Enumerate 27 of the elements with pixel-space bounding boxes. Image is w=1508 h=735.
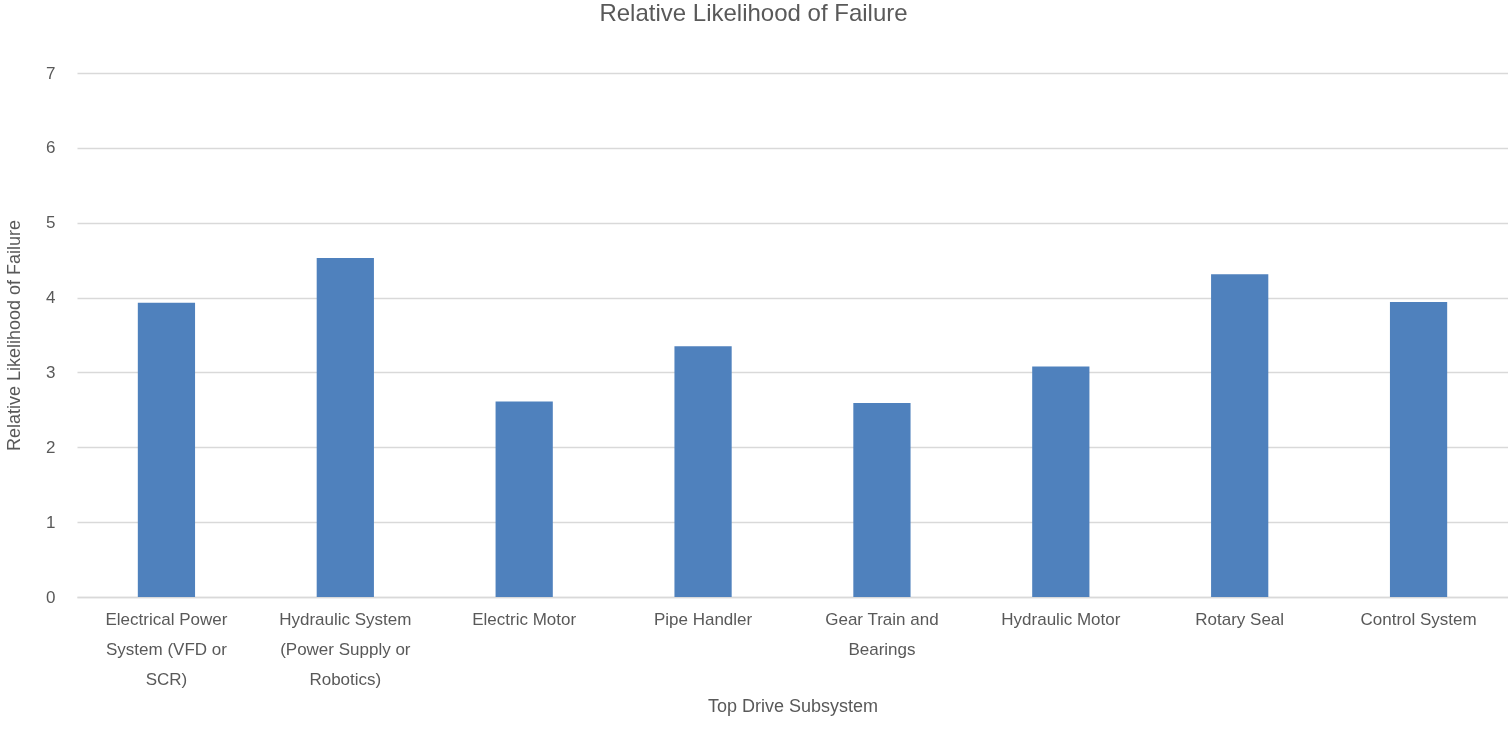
chart-title: Relative Likelihood of Failure xyxy=(599,0,908,26)
bar xyxy=(1032,366,1090,597)
y-axis-title: Relative Likelihood of Failure xyxy=(4,219,25,452)
bar xyxy=(316,257,374,597)
x-tick-label: Electric Motor xyxy=(472,609,577,629)
bar xyxy=(674,346,732,597)
x-tick-label: Pipe Handler xyxy=(653,609,753,629)
bar xyxy=(853,403,911,597)
x-axis-title: Top Drive Subsystem xyxy=(707,695,879,716)
x-tick-label: Control System xyxy=(1360,609,1477,629)
bar xyxy=(495,401,553,597)
y-tick-label: 1 xyxy=(46,512,56,532)
x-tick-label: Hydraulic System (Power Supply or Robotics) xyxy=(279,609,412,689)
y-tick-label: 6 xyxy=(46,138,56,158)
y-tick-label: 5 xyxy=(46,213,56,233)
x-tick-label: Hydraulic Motor xyxy=(1001,609,1121,629)
y-tick-label: 0 xyxy=(46,587,56,607)
y-tick-label: 7 xyxy=(46,63,56,83)
bar xyxy=(1211,274,1269,597)
y-tick-label: 2 xyxy=(46,437,56,457)
y-tick-label: 4 xyxy=(46,288,56,308)
y-tick-label: 3 xyxy=(46,362,56,382)
x-tick-label: Gear Train and Bearings xyxy=(825,609,939,659)
x-tick-label: Electrical Power System (VFD or SCR) xyxy=(105,609,228,689)
bar xyxy=(1389,302,1448,597)
x-tick-label: Rotary Seal xyxy=(1195,609,1285,629)
bar xyxy=(137,302,196,597)
